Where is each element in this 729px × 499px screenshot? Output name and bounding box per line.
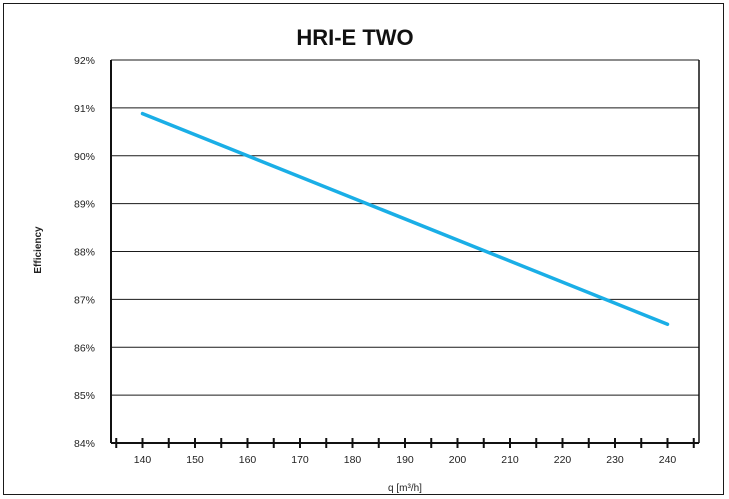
y-tick-label: 89%: [74, 199, 95, 211]
axis-layer: [110, 60, 700, 448]
x-tick-label: 170: [291, 454, 309, 466]
y-axis-label: Efficiency: [33, 226, 44, 274]
y-tick-label: 85%: [74, 390, 95, 402]
x-tick-label: 210: [501, 454, 519, 466]
x-tick-label: 230: [606, 454, 624, 466]
y-tick-label: 86%: [74, 342, 95, 354]
x-tick-label: 200: [449, 454, 467, 466]
x-tick-label: 180: [344, 454, 362, 466]
x-tick-label: 190: [396, 454, 414, 466]
y-tick-labels: 84% 85% 86% 87% 88% 89% 90% 91% 92%: [74, 55, 95, 450]
x-tick-label: 240: [659, 454, 677, 466]
x-tick-label: 220: [554, 454, 572, 466]
series-layer: [140, 111, 670, 327]
efficiency-series-line: [140, 111, 670, 327]
y-tick-label: 91%: [74, 103, 95, 115]
y-tick-label: 90%: [74, 151, 95, 163]
y-tick-label: 84%: [74, 438, 95, 450]
x-tick-labels: 140 150 160 170 180 190 200 210 220 230 240: [134, 454, 677, 466]
x-axis-label: q [m³/h]: [388, 483, 422, 494]
x-tick-label: 160: [239, 454, 257, 466]
chart-title: HRI-E TWO: [296, 25, 413, 50]
grid-layer: [111, 59, 699, 396]
y-tick-label: 87%: [74, 294, 95, 306]
x-tick-label: 150: [186, 454, 204, 466]
y-tick-label: 88%: [74, 247, 95, 259]
x-tick-label: 140: [134, 454, 152, 466]
y-tick-label: 92%: [74, 55, 95, 67]
chart-frame: [3, 3, 724, 495]
